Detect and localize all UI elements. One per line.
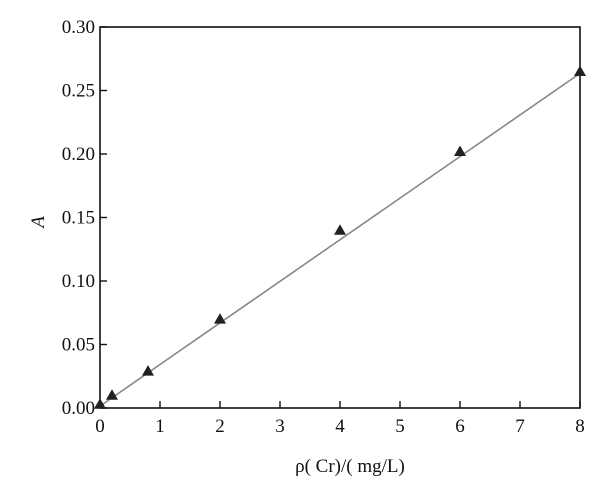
plot-frame <box>99 26 581 409</box>
fit-line <box>99 72 581 407</box>
y-tick-label: 0.20 <box>62 144 95 165</box>
x-tick-label: 4 <box>335 416 345 437</box>
data-point <box>106 389 118 400</box>
x-tick-label: 0 <box>95 416 105 437</box>
x-tick-label: 2 <box>215 416 225 437</box>
data-point <box>142 365 154 376</box>
x-tick-label: 8 <box>575 416 585 437</box>
y-tick-label: 0.25 <box>62 81 95 102</box>
data-point <box>574 65 586 76</box>
y-tick-label: 0.10 <box>62 271 95 292</box>
y-tick-label: 0.00 <box>62 398 95 419</box>
x-tick-label: 7 <box>515 416 525 437</box>
x-tick-label: 3 <box>275 416 285 437</box>
x-axis-title: ρ( Cr)/( mg/L) <box>295 456 405 477</box>
data-point <box>454 145 466 156</box>
plot-area: 0 1 2 3 4 5 6 7 8 0.00 0.05 0.10 0.15 0.20 0.25 0.30 <box>62 17 586 437</box>
y-axis-title: A <box>28 216 49 230</box>
x-tick-label: 1 <box>155 416 165 437</box>
y-tick-label: 0.15 <box>62 208 95 229</box>
y-tick-label: 0.30 <box>62 17 95 38</box>
data-point <box>94 398 106 409</box>
x-tick-label: 5 <box>395 416 405 437</box>
y-tick-label: 0.05 <box>62 335 95 356</box>
y-axis-title-group: A <box>28 216 49 230</box>
data-point <box>334 224 346 235</box>
x-tick-label: 6 <box>455 416 465 437</box>
data-point <box>214 313 226 324</box>
